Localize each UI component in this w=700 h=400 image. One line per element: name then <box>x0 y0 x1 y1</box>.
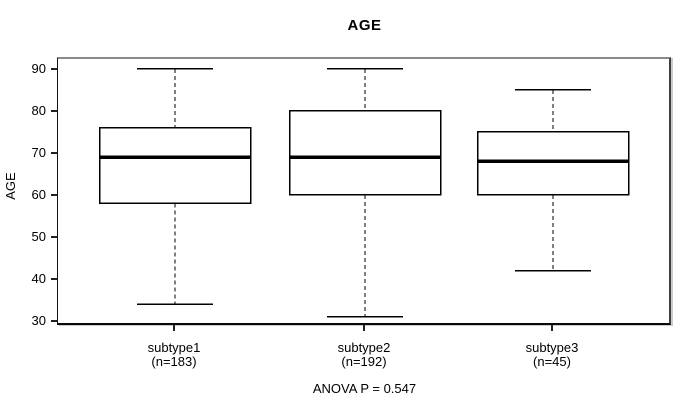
chart-title: AGE <box>347 17 382 34</box>
group-label: subtype1 (n=183) <box>99 341 249 369</box>
y-tick <box>51 319 57 322</box>
group-label-count: (n=183) <box>151 354 197 369</box>
y-tick <box>51 235 57 238</box>
boxplot-svg <box>98 68 630 318</box>
y-tick-label: 70 <box>31 144 46 160</box>
group-label: subtype2 (n=192) <box>289 341 439 369</box>
y-tick-label: 30 <box>31 312 46 328</box>
y-tick <box>51 151 57 154</box>
iqr-box <box>98 127 252 205</box>
y-tick-label: 80 <box>31 102 46 118</box>
y-tick <box>51 193 57 196</box>
y-tick-label: 90 <box>31 60 46 76</box>
iqr-box <box>476 131 630 196</box>
group-label-name: subtype2 <box>337 340 391 355</box>
y-tick-label: 40 <box>31 270 46 286</box>
y-tick <box>51 67 57 70</box>
group-label-name: subtype3 <box>525 340 579 355</box>
y-tick <box>51 109 57 112</box>
x-tick <box>173 325 175 331</box>
y-tick <box>51 277 57 280</box>
y-tick-label: 60 <box>31 186 46 202</box>
group-label-count: (n=192) <box>341 354 387 369</box>
group-label: subtype3 (n=45) <box>477 341 627 369</box>
anova-note: ANOVA P = 0.547 <box>312 381 417 396</box>
group-label-count: (n=45) <box>533 354 571 369</box>
group-label-name: subtype1 <box>147 340 201 355</box>
x-tick <box>551 325 553 331</box>
iqr-box <box>288 110 442 196</box>
y-tick-label: 50 <box>31 228 46 244</box>
x-tick <box>363 325 365 331</box>
plot-area <box>57 57 671 325</box>
